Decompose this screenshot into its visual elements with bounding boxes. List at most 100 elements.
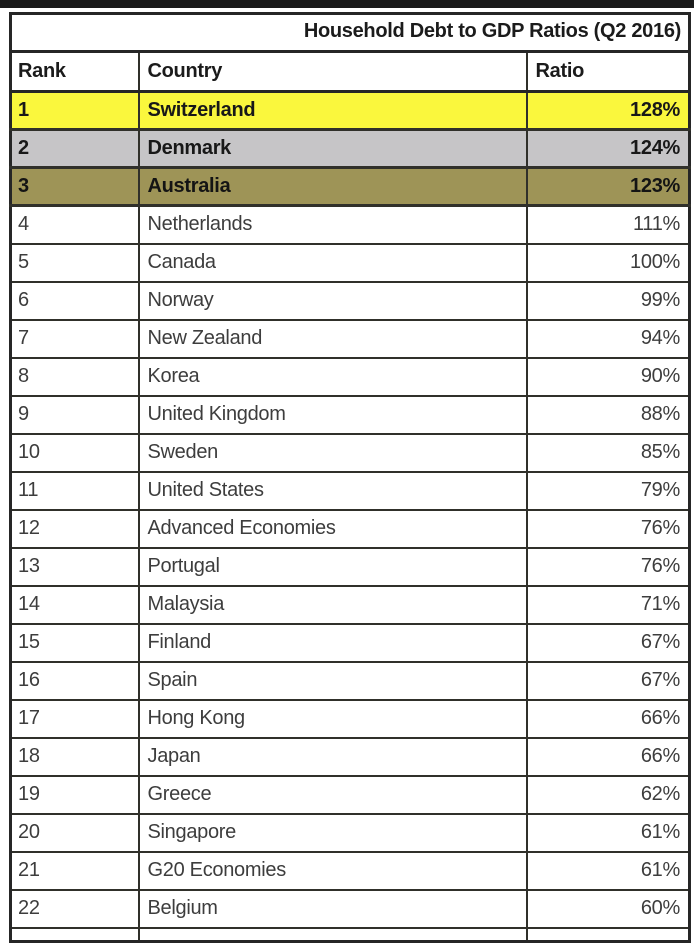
ratio-cell: 66%	[525, 737, 690, 777]
ratio-cell	[525, 927, 690, 942]
top-crop-bar	[0, 0, 694, 8]
ratio-cell: 100%	[525, 243, 690, 283]
table-row: 12 Advanced Economies 76%	[10, 509, 690, 549]
rank-cell: 2	[10, 129, 139, 169]
table-row: 4 Netherlands 111%	[10, 205, 690, 245]
country-cell: Denmark	[137, 129, 527, 169]
ratio-cell: 99%	[525, 281, 690, 321]
country-cell: Norway	[137, 281, 527, 321]
rank-cell: 14	[10, 585, 139, 625]
ratio-cell: 85%	[525, 433, 690, 473]
country-cell	[137, 927, 527, 942]
country-cell: Australia	[137, 167, 527, 207]
ratio-cell: 61%	[525, 851, 690, 891]
country-cell: United Kingdom	[137, 395, 527, 435]
country-cell: Finland	[137, 623, 527, 663]
table-row: 1 Switzerland 128%	[10, 91, 690, 131]
country-cell: Switzerland	[137, 91, 527, 131]
rank-cell: 21	[10, 851, 139, 891]
country-cell: Sweden	[137, 433, 527, 473]
rank-cell: 13	[10, 547, 139, 587]
ratio-cell: 67%	[525, 623, 690, 663]
table-row: 7 New Zealand 94%	[10, 319, 690, 359]
country-cell: Korea	[137, 357, 527, 397]
table-row: 2 Denmark 124%	[10, 129, 690, 169]
country-cell: United States	[137, 471, 527, 511]
ratio-cell: 76%	[525, 547, 690, 587]
country-cell: Singapore	[137, 813, 527, 853]
country-cell: Canada	[137, 243, 527, 283]
table-row: 16 Spain 67%	[10, 661, 690, 701]
rank-cell: 4	[10, 205, 139, 245]
table-row: 5 Canada 100%	[10, 243, 690, 283]
ratio-cell: 76%	[525, 509, 690, 549]
ratio-cell: 128%	[525, 91, 690, 131]
table-row: 11 United States 79%	[10, 471, 690, 511]
country-cell: Greece	[137, 775, 527, 815]
ratio-cell: 60%	[525, 889, 690, 929]
country-cell: Advanced Economies	[137, 509, 527, 549]
ratio-cell: 67%	[525, 661, 690, 701]
table-body: Household Debt to GDP Ratios (Q2 2016) R…	[10, 13, 690, 942]
rank-cell	[10, 927, 139, 942]
table-row: 3 Australia 123%	[10, 167, 690, 207]
column-header-country: Country	[137, 51, 527, 93]
country-cell: Malaysia	[137, 585, 527, 625]
rank-cell: 19	[10, 775, 139, 815]
rank-cell: 12	[10, 509, 139, 549]
rank-cell: 20	[10, 813, 139, 853]
ratio-cell: 111%	[525, 205, 690, 245]
table-row: 8 Korea 90%	[10, 357, 690, 397]
rank-cell: 16	[10, 661, 139, 701]
rank-cell: 15	[10, 623, 139, 663]
table-row: 20 Singapore 61%	[10, 813, 690, 853]
ratio-cell: 71%	[525, 585, 690, 625]
column-header-ratio: Ratio	[525, 51, 690, 93]
rank-cell: 9	[10, 395, 139, 435]
household-debt-table: Household Debt to GDP Ratios (Q2 2016) R…	[9, 12, 691, 943]
rank-cell: 5	[10, 243, 139, 283]
ratio-cell: 62%	[525, 775, 690, 815]
rank-cell: 6	[10, 281, 139, 321]
country-cell: Netherlands	[137, 205, 527, 245]
ratio-cell: 94%	[525, 319, 690, 359]
table-row: 10 Sweden 85%	[10, 433, 690, 473]
country-cell: Portugal	[137, 547, 527, 587]
rank-cell: 8	[10, 357, 139, 397]
debt-table-container: Household Debt to GDP Ratios (Q2 2016) R…	[9, 12, 691, 943]
column-header-rank: Rank	[10, 51, 139, 93]
rank-cell: 3	[10, 167, 139, 207]
rank-cell: 11	[10, 471, 139, 511]
country-cell: Belgium	[137, 889, 527, 929]
rank-cell: 10	[10, 433, 139, 473]
table-row: 9 United Kingdom 88%	[10, 395, 690, 435]
rank-cell: 7	[10, 319, 139, 359]
rank-cell: 17	[10, 699, 139, 739]
ratio-cell: 66%	[525, 699, 690, 739]
ratio-cell: 124%	[525, 129, 690, 169]
country-cell: Japan	[137, 737, 527, 777]
table-title-row: Household Debt to GDP Ratios (Q2 2016)	[10, 13, 690, 53]
ratio-cell: 123%	[525, 167, 690, 207]
rank-cell: 22	[10, 889, 139, 929]
table-row: 18 Japan 66%	[10, 737, 690, 777]
table-row: 13 Portugal 76%	[10, 547, 690, 587]
table-row: 6 Norway 99%	[10, 281, 690, 321]
table-row: 19 Greece 62%	[10, 775, 690, 815]
table-title: Household Debt to GDP Ratios (Q2 2016)	[10, 13, 690, 53]
table-row: 17 Hong Kong 66%	[10, 699, 690, 739]
ratio-cell: 88%	[525, 395, 690, 435]
table-row: 15 Finland 67%	[10, 623, 690, 663]
country-cell: New Zealand	[137, 319, 527, 359]
table-header-row: Rank Country Ratio	[10, 51, 690, 93]
ratio-cell: 79%	[525, 471, 690, 511]
table-row: 22 Belgium 60%	[10, 889, 690, 929]
ratio-cell: 90%	[525, 357, 690, 397]
country-cell: G20 Economies	[137, 851, 527, 891]
rank-cell: 1	[10, 91, 139, 131]
ratio-cell: 61%	[525, 813, 690, 853]
partial-clipped-row	[10, 927, 690, 942]
rank-cell: 18	[10, 737, 139, 777]
table-row: 14 Malaysia 71%	[10, 585, 690, 625]
